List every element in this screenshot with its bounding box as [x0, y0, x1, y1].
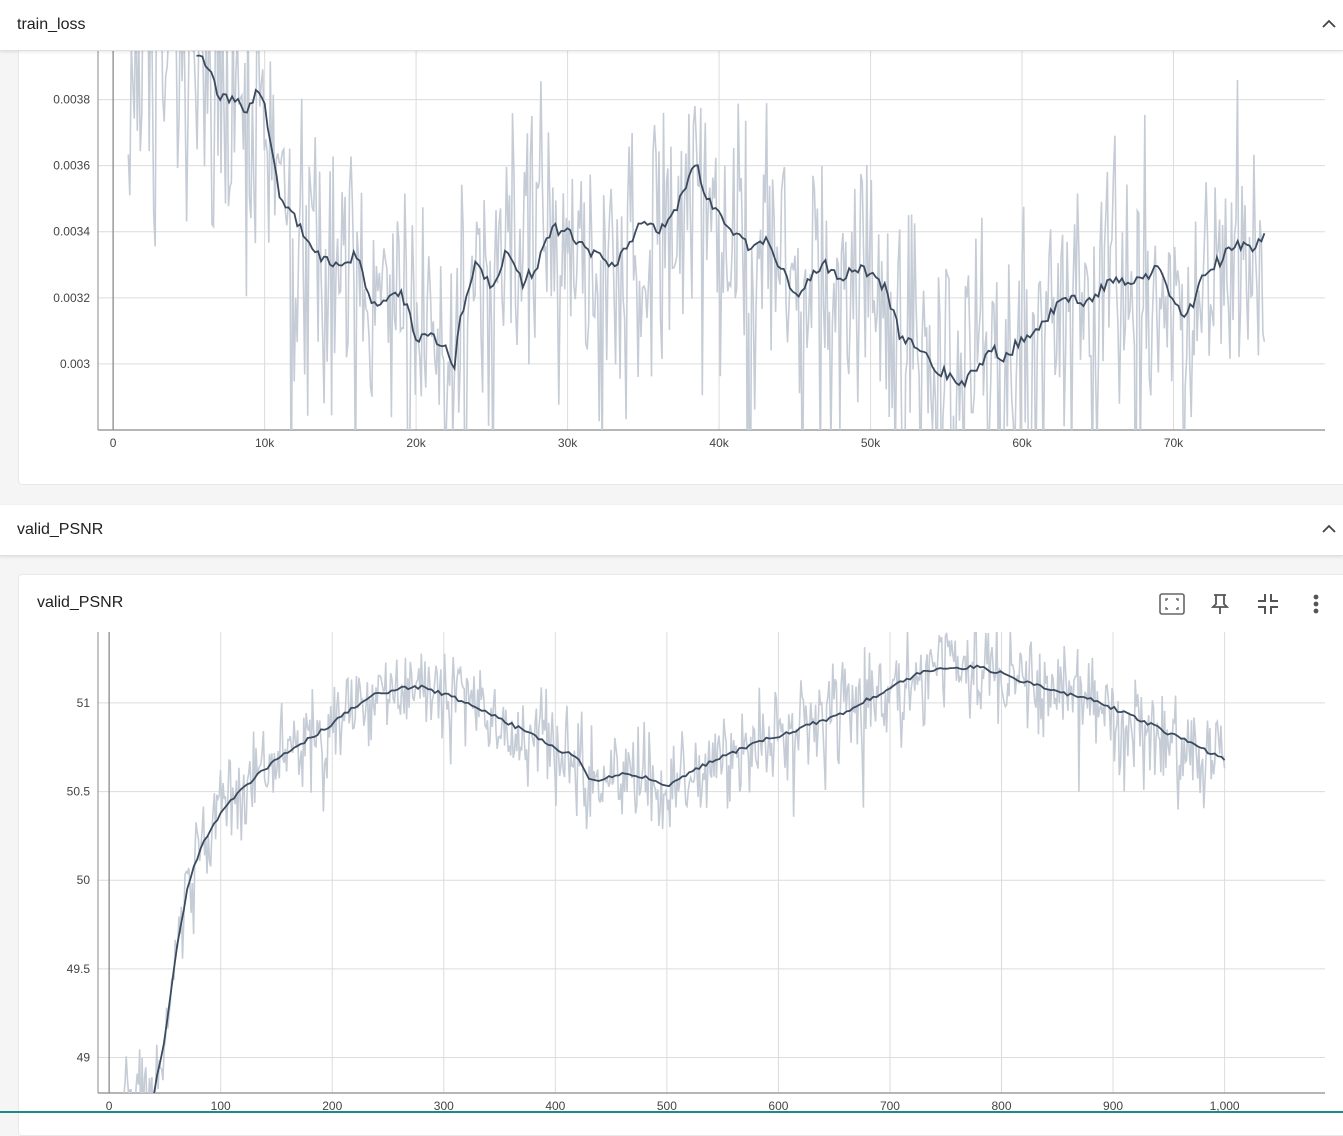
x-tick-label: 60k	[1012, 436, 1032, 450]
smoothed-series-line	[153, 664, 1226, 1093]
section-title: train_loss	[17, 16, 86, 33]
x-tick-label: 100	[211, 1099, 231, 1113]
smoothed-series-line	[196, 54, 1266, 389]
x-tick-label: 800	[992, 1099, 1012, 1113]
y-tick-label: 49.5	[67, 962, 91, 976]
x-tick-label: 300	[434, 1099, 454, 1113]
chevron-up-icon[interactable]	[1319, 519, 1339, 539]
x-tick-label: 500	[657, 1099, 677, 1113]
x-tick-label: 200	[322, 1099, 342, 1113]
y-tick-label: 49	[77, 1051, 91, 1065]
train-loss-chart[interactable]: 0.003 0.0032 0.0034 0.0036 0.0038 0 10k 20k 30k 4…	[0, 0, 1343, 505]
section-header-train-loss[interactable]: train_loss	[0, 0, 1343, 51]
x-tick-label: 0	[106, 1099, 113, 1113]
x-tick-label: 900	[1103, 1099, 1123, 1113]
card-title: valid_PSNR	[37, 594, 124, 611]
x-tick-label: 600	[768, 1099, 788, 1113]
section-header-valid-psnr[interactable]: valid_PSNR	[0, 505, 1343, 556]
x-tick-label: 400	[545, 1099, 565, 1113]
y-tick-label: 0.0036	[53, 159, 90, 173]
more-vert-icon[interactable]	[1301, 589, 1331, 619]
raw-series-line	[123, 632, 1226, 1093]
y-tick-label: 51	[77, 696, 91, 710]
y-tick-label: 0.0034	[53, 225, 90, 239]
chevron-up-icon[interactable]	[1319, 14, 1339, 34]
x-tick-label: 40k	[709, 436, 729, 450]
chart-plot-area	[98, 632, 1325, 1093]
x-tick-label: 1,000	[1210, 1099, 1240, 1113]
y-tick-label: 50	[77, 873, 91, 887]
x-tick-label: 50k	[861, 436, 881, 450]
y-tick-label: 0.0032	[53, 291, 90, 305]
y-tick-label: 50.5	[67, 785, 91, 799]
valid-psnr-card	[18, 574, 1343, 1136]
y-tick-label: 0.0038	[53, 93, 90, 107]
fit-domain-icon[interactable]	[1157, 589, 1187, 619]
x-tick-label: 70k	[1164, 436, 1184, 450]
x-tick-label: 700	[880, 1099, 900, 1113]
x-tick-label: 20k	[406, 436, 426, 450]
section-title: valid_PSNR	[17, 521, 104, 538]
x-tick-label: 10k	[255, 436, 275, 450]
bottom-divider	[0, 1111, 1343, 1113]
x-tick-label: 30k	[558, 436, 578, 450]
y-tick-label: 0.003	[60, 357, 90, 371]
pin-icon[interactable]	[1205, 589, 1235, 619]
collapse-plot-icon[interactable]	[1253, 589, 1283, 619]
x-tick-label: 0	[110, 436, 117, 450]
raw-series-line	[127, 50, 1266, 430]
